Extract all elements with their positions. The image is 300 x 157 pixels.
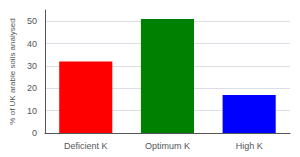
svg-text:Deficient K: Deficient K bbox=[64, 141, 108, 151]
svg-text:High K: High K bbox=[236, 141, 263, 151]
svg-text:40: 40 bbox=[27, 39, 37, 49]
svg-text:% of UK arable soils analysed: % of UK arable soils analysed bbox=[8, 18, 17, 124]
svg-text:30: 30 bbox=[27, 61, 37, 71]
svg-text:20: 20 bbox=[27, 83, 37, 93]
svg-text:Optimum K: Optimum K bbox=[145, 141, 190, 151]
svg-text:0: 0 bbox=[32, 128, 37, 138]
svg-text:50: 50 bbox=[27, 16, 37, 26]
svg-text:10: 10 bbox=[27, 106, 37, 116]
